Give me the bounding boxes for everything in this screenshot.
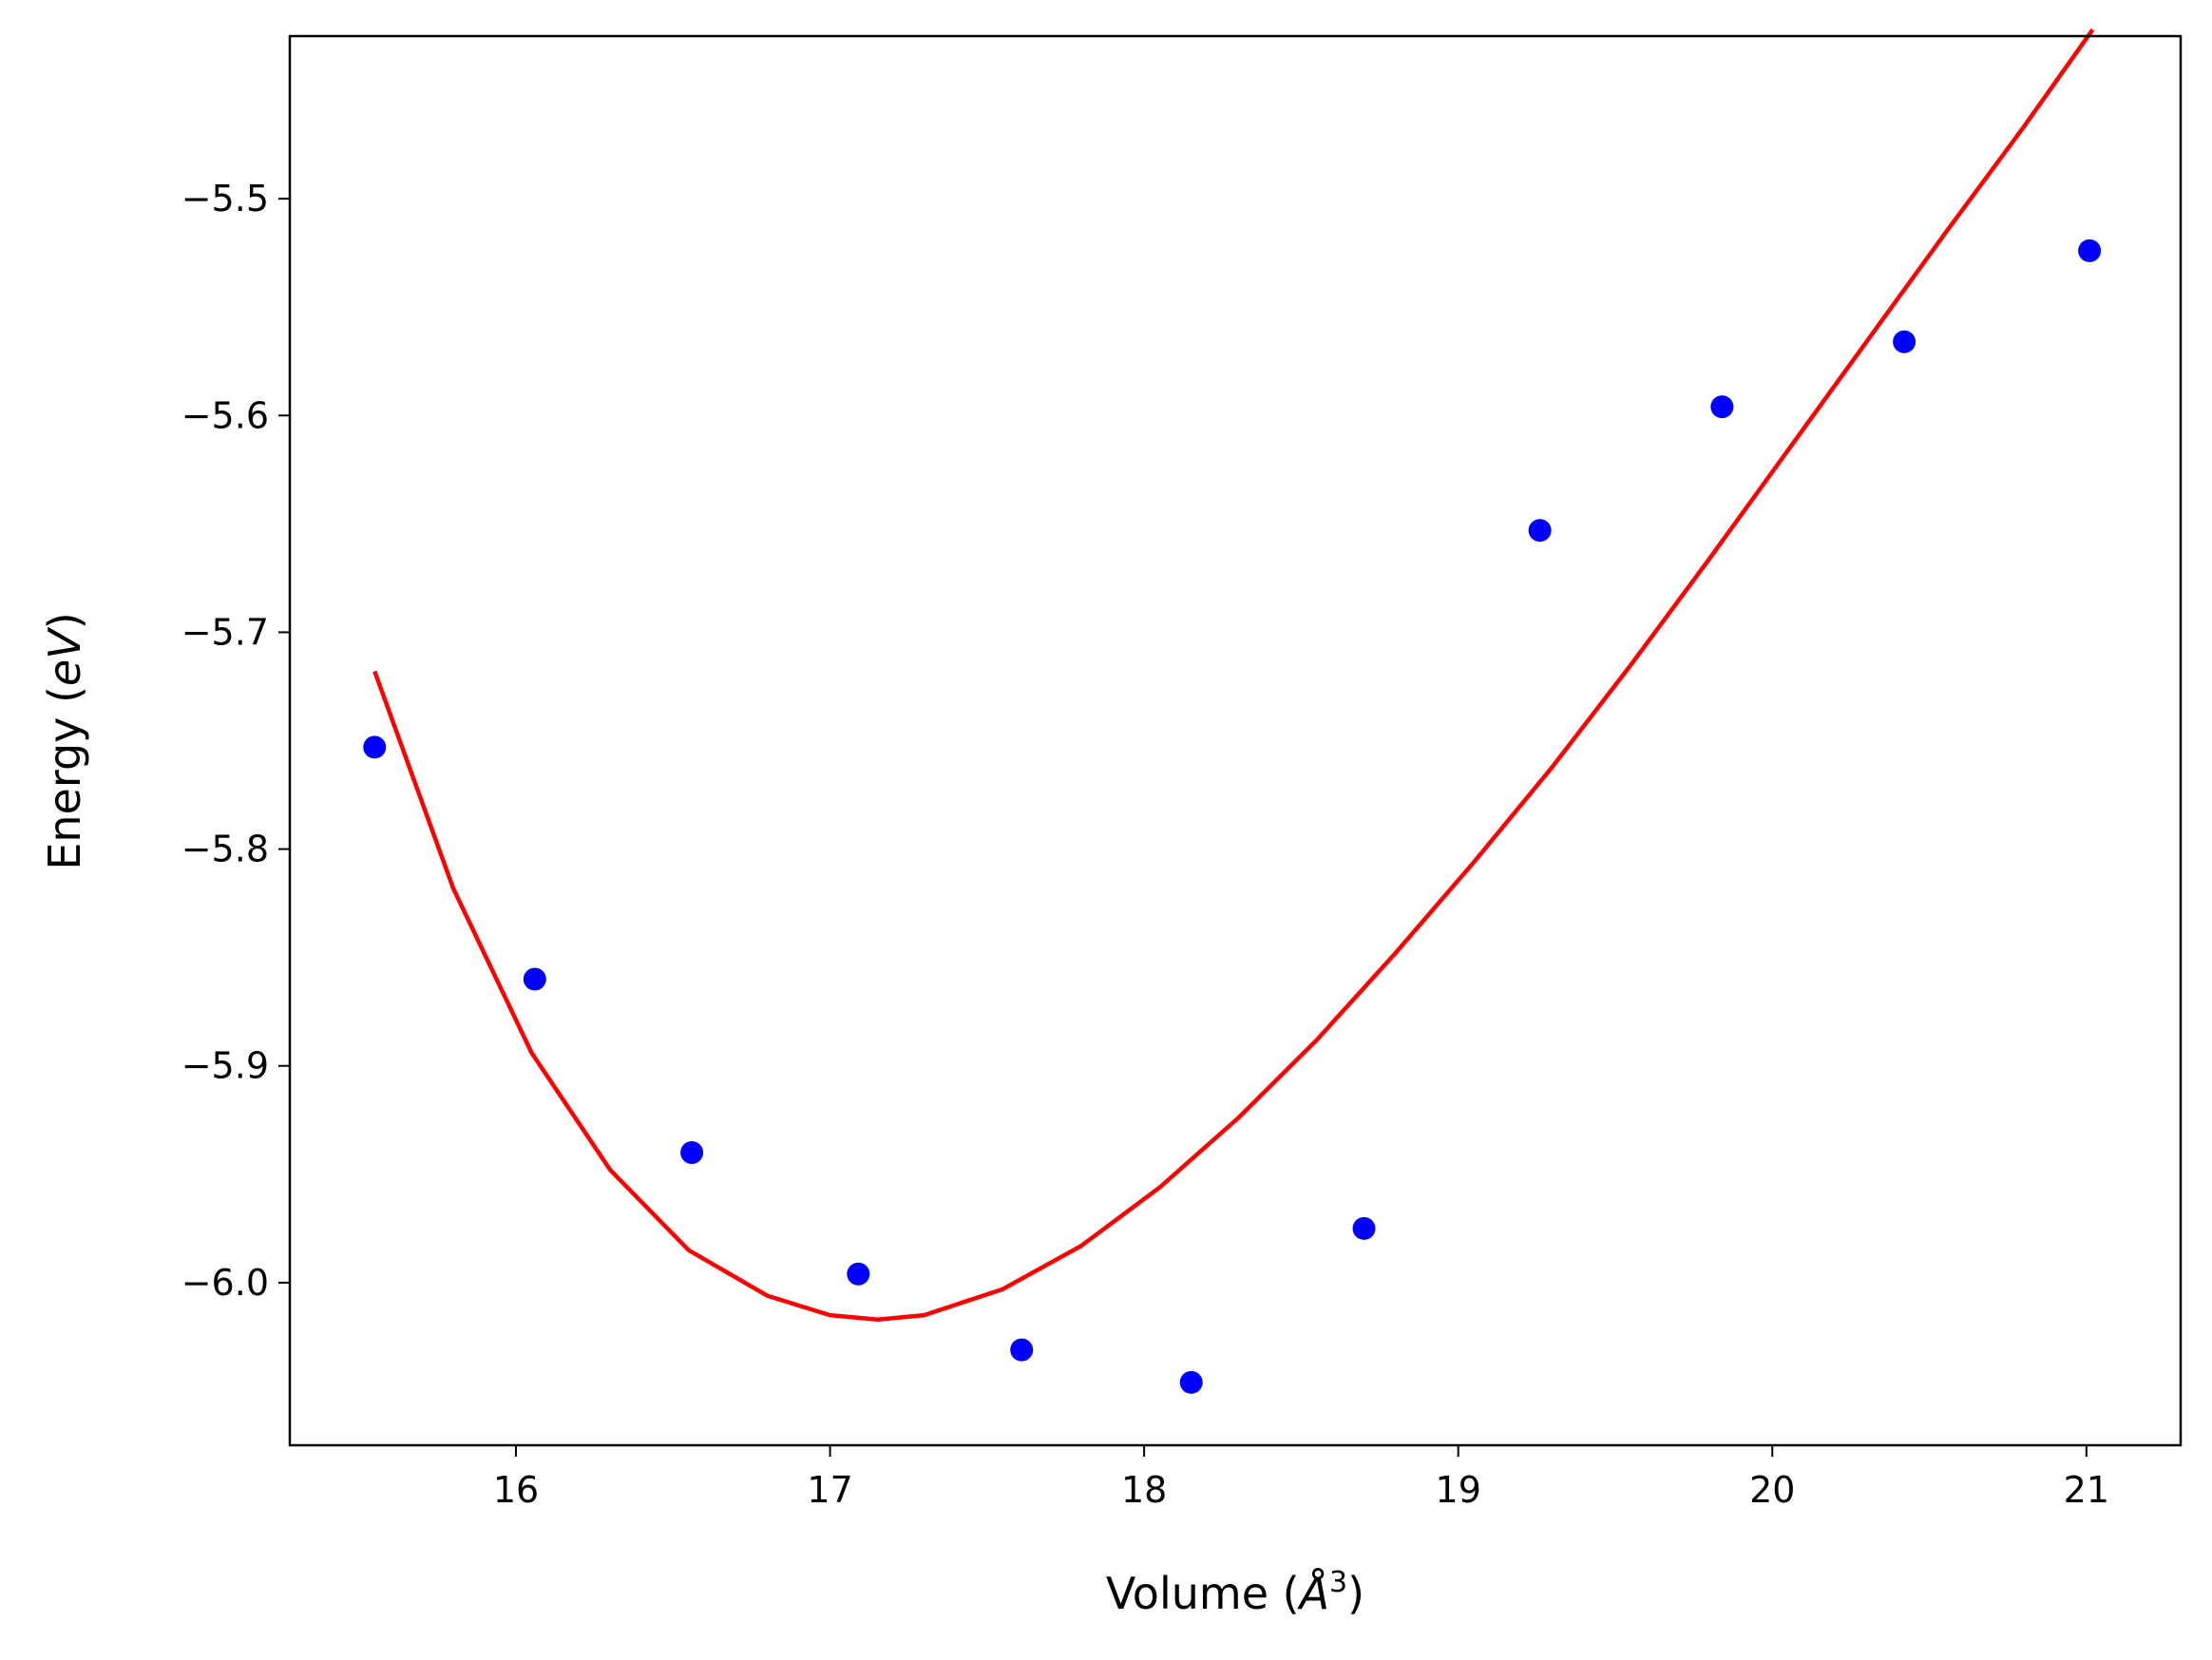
x-tick-label: 19 bbox=[1436, 1469, 1481, 1511]
data-point bbox=[1352, 1216, 1376, 1240]
x-tick-label: 18 bbox=[1121, 1469, 1167, 1511]
data-point bbox=[1528, 519, 1552, 543]
y-tick-label: −5.6 bbox=[181, 394, 269, 436]
x-tick-label: 17 bbox=[807, 1469, 852, 1511]
data-point bbox=[1179, 1370, 1203, 1394]
data-point bbox=[680, 1140, 704, 1164]
x-axis-label: Volume (Å3) bbox=[1106, 1566, 1364, 1619]
plot-area bbox=[363, 28, 2102, 1394]
y-axis-label: Energy (eV) bbox=[39, 612, 90, 869]
data-point bbox=[1893, 330, 1916, 353]
y-axis: −6.0 −5.9 −5.8 −5.7 −5.6 −5.5 bbox=[181, 178, 290, 1304]
x-tick-label: 21 bbox=[2064, 1469, 2109, 1511]
data-point bbox=[363, 735, 387, 759]
data-point bbox=[1010, 1338, 1034, 1362]
y-tick-label: −6.0 bbox=[181, 1262, 269, 1304]
y-tick-label: −5.9 bbox=[181, 1045, 269, 1087]
y-tick-label: −5.5 bbox=[181, 178, 269, 219]
plot-frame bbox=[288, 34, 2183, 1447]
x-tick-label: 16 bbox=[493, 1469, 539, 1511]
data-point bbox=[2078, 239, 2102, 262]
y-tick-label: −5.8 bbox=[181, 829, 269, 870]
x-tick-label: 20 bbox=[1749, 1469, 1795, 1511]
data-point bbox=[847, 1262, 870, 1286]
fit-curve bbox=[372, 28, 2095, 1322]
y-tick-label: −5.7 bbox=[181, 611, 269, 653]
x-axis: 16 17 18 19 20 21 bbox=[493, 1445, 2109, 1511]
data-point bbox=[1710, 395, 1734, 419]
data-point bbox=[523, 967, 546, 991]
